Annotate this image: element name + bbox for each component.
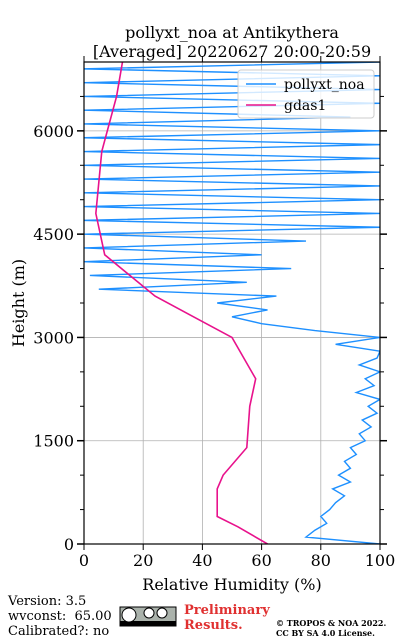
x-tick-label: 0 [79, 551, 89, 570]
x-tick-label: 40 [192, 551, 212, 570]
y-tick-label: 4500 [33, 225, 74, 244]
plot-area [84, 62, 380, 544]
x-axis-label: Relative Humidity (%) [142, 575, 321, 594]
x-tick-label: 80 [311, 551, 331, 570]
x-tick-label: 20 [133, 551, 153, 570]
license: CC BY SA 4.0 License. [276, 628, 375, 638]
y-tick-label: 0 [64, 535, 74, 554]
legend-label: pollyxt_noa [284, 77, 365, 93]
y-axis-label: Height (m) [9, 259, 28, 347]
legend: pollyxt_noa gdas1 [237, 69, 375, 119]
version: Version: 3.5 [7, 594, 86, 609]
plot-frame [83, 61, 381, 545]
y-tick-label: 1500 [33, 432, 74, 451]
line-series [95, 62, 268, 544]
cc-badge [119, 606, 177, 627]
legend-label: gdas1 [284, 98, 326, 114]
wvconst: wvconst: 65.00 [8, 609, 112, 624]
preliminary: Preliminary Results. [184, 603, 270, 633]
copyright: © TROPOS & NOA 2022. [276, 618, 386, 628]
calibrated: Calibrated?: no [8, 624, 109, 639]
x-tick-label: 100 [365, 551, 396, 570]
chart-title: pollyxt_noa at Antikythera [125, 23, 339, 42]
chart-subtitle: [Averaged] 20220627 20:00-20:59 [93, 42, 371, 61]
legend-box [237, 69, 375, 119]
y-tick-label: 3000 [33, 328, 74, 347]
y-tick-label: 6000 [33, 122, 74, 141]
line-series [84, 62, 380, 544]
x-tick-label: 60 [251, 551, 271, 570]
